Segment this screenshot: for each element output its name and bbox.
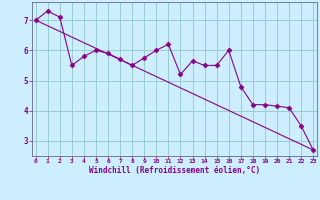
X-axis label: Windchill (Refroidissement éolien,°C): Windchill (Refroidissement éolien,°C)	[89, 166, 260, 175]
